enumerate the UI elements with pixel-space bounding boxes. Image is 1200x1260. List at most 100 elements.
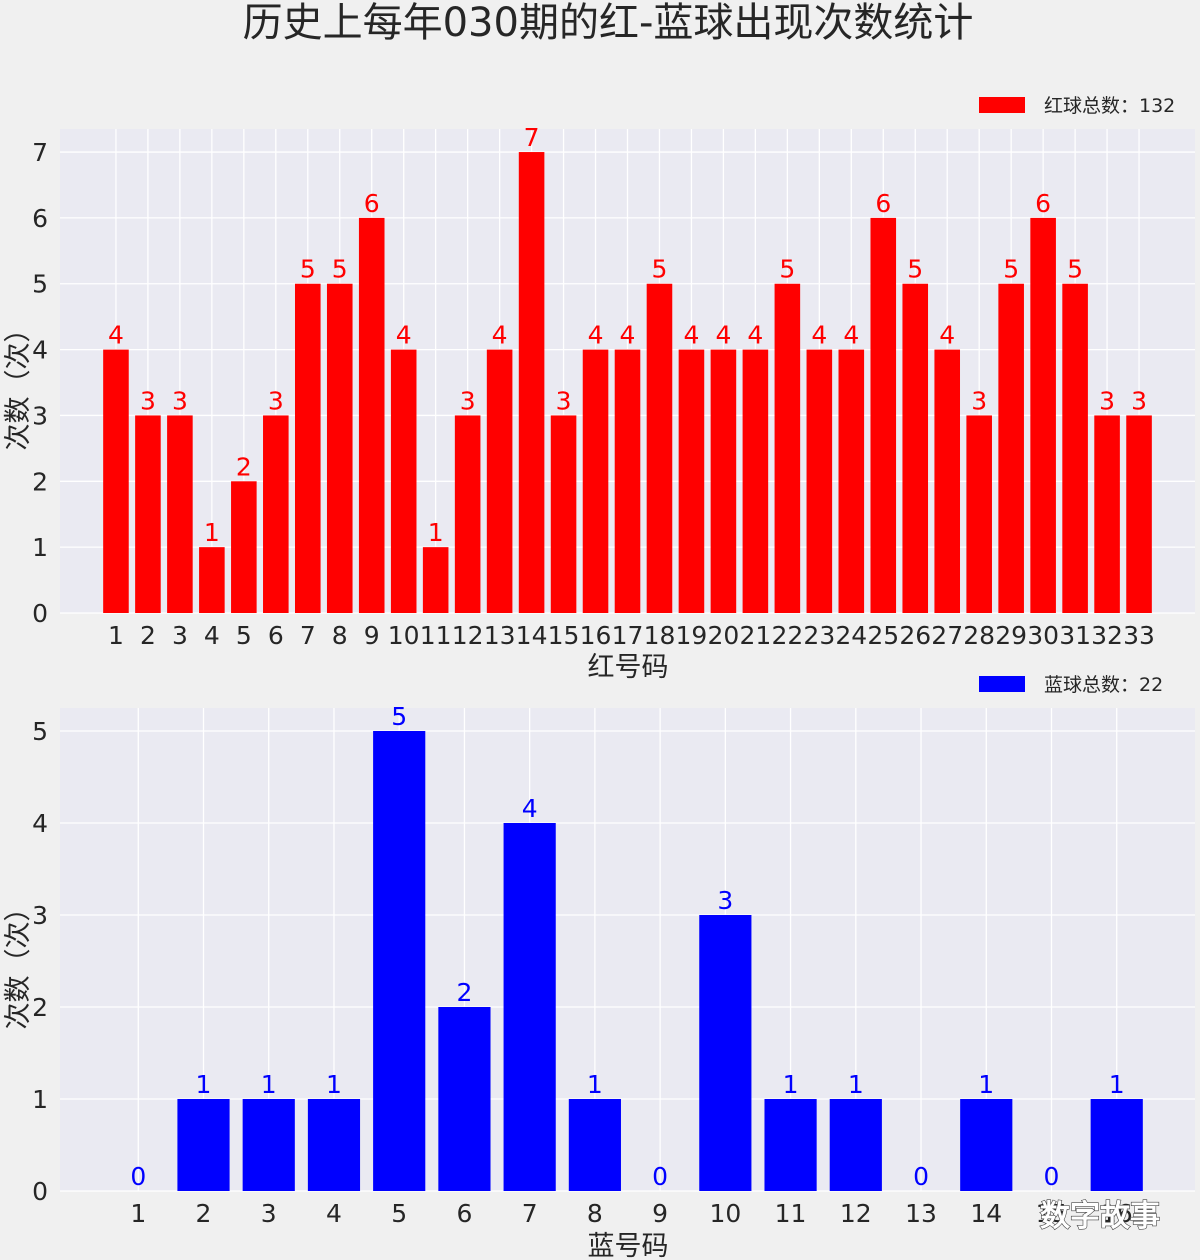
red-x-axis-label: 红号码 (588, 652, 669, 683)
red-xtick-label: 26 (899, 621, 931, 650)
blue-xtick-label: 6 (456, 1199, 472, 1228)
red-bar-value-label: 5 (1003, 255, 1019, 284)
blue-ytick-label: 1 (32, 1085, 48, 1114)
red-bar-value-label: 3 (268, 386, 284, 415)
red-xtick-label: 31 (1059, 621, 1091, 650)
red-bar-value-label: 4 (811, 321, 827, 350)
red-xtick-label: 5 (236, 621, 252, 650)
red-bar (838, 349, 865, 613)
blue-xtick-label: 9 (652, 1199, 668, 1228)
blue-ytick-label: 3 (32, 901, 48, 930)
red-bar-value-label: 6 (875, 189, 891, 218)
red-bar (870, 217, 897, 614)
red-bar (518, 152, 545, 614)
red-xtick-label: 18 (644, 621, 676, 650)
red-legend: 红球总数：132 (979, 95, 1175, 117)
blue-bar-value-label: 3 (717, 886, 733, 915)
red-xtick-label: 9 (364, 621, 380, 650)
red-xtick-label: 7 (300, 621, 316, 650)
blue-bar (764, 1099, 817, 1191)
blue-x-axis-label: 蓝号码 (588, 1231, 669, 1260)
red-bar (326, 283, 353, 613)
red-bar-value-label: 3 (556, 386, 572, 415)
blue-bar-value-label: 1 (848, 1070, 864, 1099)
red-xtick-label: 19 (676, 621, 708, 650)
red-bar-value-label: 1 (428, 518, 444, 547)
blue-bars (177, 731, 1143, 1191)
red-bar (1094, 415, 1120, 613)
red-xtick-label: 1 (108, 621, 124, 650)
red-bar-value-label: 5 (779, 255, 795, 284)
blue-y-axis-label: 次数（次） (3, 895, 34, 1030)
blue-bar-value-label: 1 (587, 1070, 603, 1099)
red-ytick-label: 6 (32, 204, 48, 233)
chart-title: 历史上每年030期的红-蓝球出现次数统计 (243, 0, 974, 46)
red-bar (774, 283, 801, 613)
blue-bar (177, 1099, 230, 1191)
blue-plot-area (60, 708, 1195, 1191)
red-bar-value-label: 5 (907, 255, 923, 284)
red-xtick-label: 33 (1123, 621, 1155, 650)
red-bar (135, 415, 161, 613)
blue-y-tick-labels: 0 1 2 3 4 5 (32, 717, 48, 1206)
red-bar-value-label: 6 (1035, 189, 1051, 218)
red-bar (966, 415, 992, 613)
blue-bar-value-label: 2 (456, 978, 472, 1007)
blue-bar-value-label: 1 (978, 1070, 994, 1099)
red-bar (742, 349, 769, 613)
blue-ytick-label: 2 (32, 993, 48, 1022)
blue-xtick-label: 16 (1101, 1199, 1133, 1228)
blue-x-tick-labels: 1 2 3 4 5 6 7 8 9 10 11 12 13 14 15 16 (130, 1199, 1132, 1228)
red-bar-value-label: 5 (300, 255, 316, 284)
red-bar (199, 547, 225, 613)
red-bar (231, 481, 257, 613)
blue-bar (503, 823, 556, 1191)
red-bar (806, 349, 833, 613)
red-bar-value-label: 5 (652, 255, 668, 284)
blue-xtick-label: 11 (775, 1199, 807, 1228)
red-bar (998, 283, 1024, 613)
blue-bar-value-label: 4 (522, 794, 538, 823)
red-bar (358, 217, 385, 614)
red-xtick-label: 4 (204, 621, 220, 650)
red-xtick-label: 11 (420, 621, 452, 650)
red-bar (167, 415, 193, 613)
red-bar (1126, 415, 1152, 613)
blue-bar (699, 915, 752, 1191)
red-y-tick-labels: 0 1 2 3 4 5 6 7 (32, 138, 48, 628)
red-xtick-label: 27 (931, 621, 963, 650)
blue-ytick-label: 0 (32, 1177, 48, 1206)
blue-bar-value-label: 0 (130, 1162, 146, 1191)
blue-ytick-label: 5 (32, 717, 48, 746)
red-bar-value-label: 3 (971, 386, 987, 415)
blue-xtick-label: 5 (391, 1199, 407, 1228)
red-ytick-label: 5 (32, 270, 48, 299)
red-bar-value-label: 4 (620, 321, 636, 350)
red-bar-value-label: 1 (204, 518, 220, 547)
red-bar-value-label: 7 (524, 123, 540, 152)
red-bar-value-label: 5 (1067, 255, 1083, 284)
blue-bar-value-label: 0 (913, 1162, 929, 1191)
red-xtick-label: 32 (1091, 621, 1123, 650)
red-xtick-label: 25 (867, 621, 899, 650)
blue-xtick-label: 14 (970, 1199, 1002, 1228)
red-xtick-label: 30 (1027, 621, 1059, 650)
blue-bar-value-label: 0 (652, 1162, 668, 1191)
blue-xtick-label: 13 (905, 1199, 937, 1228)
red-bar (486, 349, 513, 613)
red-bar-value-label: 5 (332, 255, 348, 284)
red-ytick-label: 0 (32, 599, 48, 628)
red-bar (390, 349, 417, 613)
red-bar-value-label: 4 (747, 321, 763, 350)
blue-bar (438, 1007, 491, 1191)
red-xtick-label: 2 (140, 621, 156, 650)
red-xtick-label: 15 (548, 621, 580, 650)
red-bar-value-label: 3 (1099, 386, 1115, 415)
blue-legend-swatch (979, 676, 1025, 692)
blue-xtick-label: 15 (1036, 1199, 1068, 1228)
blue-xtick-label: 4 (326, 1199, 342, 1228)
blue-bar (373, 731, 426, 1191)
red-y-axis-label: 次数（次） (3, 316, 34, 451)
red-xtick-label: 29 (995, 621, 1027, 650)
